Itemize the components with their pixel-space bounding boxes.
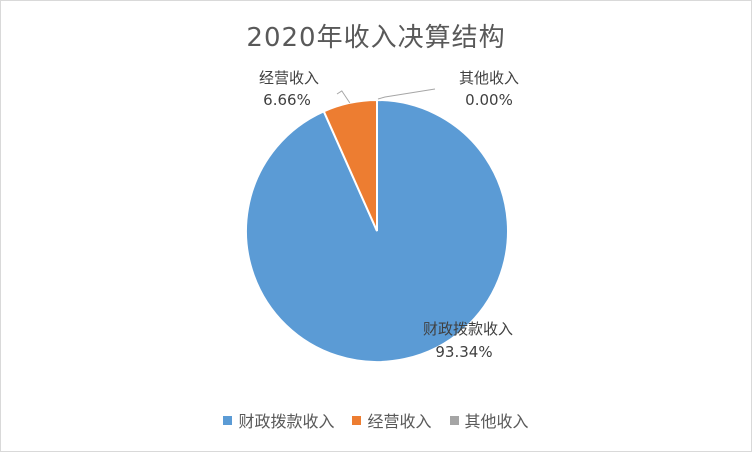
legend-label-2: 其他收入: [464, 412, 529, 431]
legend-swatch-0: [223, 415, 233, 425]
slice-labels: 财政拨款收入 93.34% 经营收入 6.66% 其他收入 0.00%: [259, 69, 519, 361]
legend-item-2: 其他收入: [449, 408, 529, 432]
slice-label-name-0: 财政拨款收入: [423, 320, 513, 338]
leader-line-1: [336, 90, 351, 104]
slice-label-value-0: 93.34%: [435, 343, 492, 361]
slice-label-value-1: 6.66%: [263, 91, 311, 109]
legend-item-1: 经营收入: [352, 408, 432, 432]
slice-label-value-2: 0.00%: [465, 91, 513, 109]
slice-label-name-1: 经营收入: [259, 69, 319, 87]
chart-title: 2020年收入决算结构: [246, 23, 506, 53]
leader-lines: [336, 88, 436, 104]
slice-label-name-2: 其他收入: [459, 69, 519, 87]
legend-item-0: 财政拨款收入: [223, 408, 334, 432]
legend-swatch-1: [352, 415, 362, 425]
legend-label-1: 经营收入: [367, 412, 432, 431]
pie-slices: [244, 98, 509, 363]
leader-line-2: [377, 88, 436, 100]
legend: 财政拨款收入 经营收入 其他收入: [1, 408, 751, 432]
legend-label-0: 财政拨款收入: [238, 412, 335, 431]
legend-swatch-2: [449, 415, 459, 425]
